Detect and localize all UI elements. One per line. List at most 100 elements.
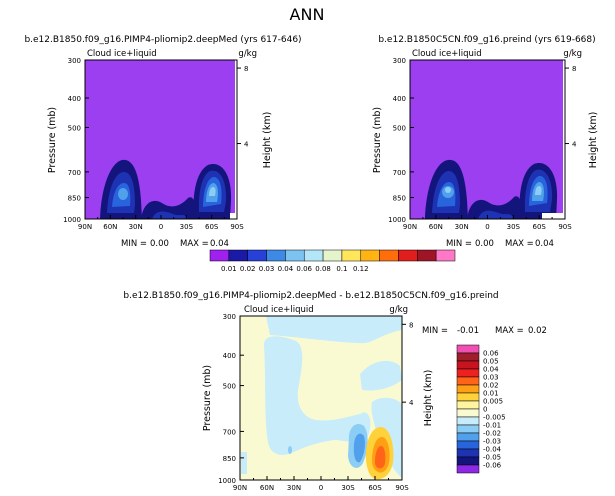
y-axis-left: Pressure (mb) xyxy=(202,365,213,431)
sh-storm-track-cloud xyxy=(519,163,558,219)
colorbar-swatch xyxy=(228,249,248,262)
sh-negative-anomaly xyxy=(288,424,368,468)
x-tick-label: 30S xyxy=(341,484,355,492)
y-axis-left: Pressure (mb) xyxy=(47,107,58,173)
y-tick-label: 700 xyxy=(393,169,406,177)
sh-positive-anomaly xyxy=(365,426,394,480)
colorbar-swatch xyxy=(379,249,399,262)
max-value: 0.04 xyxy=(210,239,229,249)
colorbar-swatch xyxy=(266,249,286,262)
y-tick-label: 300 xyxy=(223,313,236,321)
y2-tick-label: 8 xyxy=(409,321,413,329)
colorbar-label: 0.03 xyxy=(483,374,499,382)
y2-axis-title: Height (km) xyxy=(423,370,434,427)
y2-tick-label: 4 xyxy=(572,141,577,149)
max-label: MAX = xyxy=(505,239,534,249)
nh-low-cloud xyxy=(425,159,468,219)
colorbar-swatch xyxy=(417,249,437,262)
colorbar-label: -0.06 xyxy=(483,462,502,470)
colorbar-label: 0.08 xyxy=(315,265,331,273)
y-tick-label: 400 xyxy=(393,95,406,103)
min-value: 0.00 xyxy=(150,239,169,249)
x-tick-label: 90S xyxy=(395,484,409,492)
x-tick-label: 60S xyxy=(532,223,546,231)
x-tick-label: 60N xyxy=(103,223,117,231)
colorbar-swatch xyxy=(247,249,267,262)
colorbar-swatch xyxy=(456,424,480,434)
colorbar-swatch xyxy=(303,249,324,262)
colorbar-label: 0.04 xyxy=(483,366,499,374)
x-tick-label: 0 xyxy=(319,484,323,492)
colorbar-label: 0.02 xyxy=(240,265,256,273)
colorbar-label: -0.005 xyxy=(483,414,506,422)
colorbar-swatch xyxy=(398,249,418,262)
colorbar-swatch xyxy=(435,249,456,262)
y2-axis-title: Height (km) xyxy=(588,112,599,169)
y-tick-label: 700 xyxy=(68,169,81,177)
colorbar-label: 0.02 xyxy=(483,382,499,390)
colorbar-swatch xyxy=(456,416,480,426)
x-tick-label: 90N xyxy=(233,484,247,492)
panel-difference: b.e12.B1850.f09_g16.PIMP4-pliomip2.deepM… xyxy=(123,291,547,492)
panel-preind: b.e12.B1850C5CN.f09_g16.preind (yrs 619-… xyxy=(372,35,599,249)
colorbar-swatch xyxy=(456,368,480,378)
sh-storm-track-cloud xyxy=(193,164,232,219)
x-tick-label: 60N xyxy=(429,223,443,231)
colorbar-swatch xyxy=(322,249,343,262)
colorbar-label: -0.03 xyxy=(483,438,501,446)
x-tick-label: 30N xyxy=(129,223,143,231)
colorbar-swatch xyxy=(456,448,480,458)
y-tick-label: 850 xyxy=(393,195,406,203)
colorbar-label: 0.01 xyxy=(483,390,499,398)
min-value: -0.01 xyxy=(457,326,479,336)
y-tick-label: 850 xyxy=(68,195,81,203)
colorbar-label: 0.04 xyxy=(278,265,294,273)
y2-axis-title: Height (km) xyxy=(262,112,273,169)
panel-title: b.e12.B1850.f09_g16.PIMP4-pliomip2.deepM… xyxy=(123,291,498,301)
y-tick-label: 1000 xyxy=(218,477,236,485)
colorbar-label: 0.06 xyxy=(483,350,499,358)
min-label: MIN = xyxy=(446,239,472,249)
y-tick-label: 700 xyxy=(223,428,236,436)
y-tick-label: 500 xyxy=(393,124,406,132)
min-label: MIN = xyxy=(121,239,147,249)
y-axis-right: Height (km) xyxy=(588,112,599,169)
y2-tick-label: 8 xyxy=(244,65,248,73)
colorbar-label: 0 xyxy=(483,406,487,414)
colorbar-swatch xyxy=(456,464,480,474)
x-tick-label: 90S xyxy=(558,223,572,231)
colorbar-label: -0.01 xyxy=(483,422,501,430)
below-ground-mask xyxy=(230,60,237,219)
colorbar-swatch xyxy=(456,360,480,370)
nh-low-cloud xyxy=(100,159,142,219)
y-axis-title: Pressure (mb) xyxy=(202,365,213,431)
x-tick-label: 90N xyxy=(403,223,417,231)
colorbar-label: -0.02 xyxy=(483,430,501,438)
colorbar-label: 0.05 xyxy=(483,358,499,366)
colorbar-label: -0.05 xyxy=(483,454,501,462)
y2-tick-label: 4 xyxy=(409,399,414,407)
colorbar-swatch xyxy=(456,408,480,418)
field-label: Cloud ice+liquid xyxy=(244,305,314,315)
x-tick-label: 60S xyxy=(205,223,219,231)
x-tick-label: 30S xyxy=(180,223,194,231)
max-value: 0.04 xyxy=(535,239,554,249)
field-label: Cloud ice+liquid xyxy=(412,49,482,59)
y-axis-title: Pressure (mb) xyxy=(372,107,383,173)
field-label: Cloud ice+liquid xyxy=(87,49,157,59)
panel-title: b.e12.B1850.f09_g16.PIMP4-pliomip2.deepM… xyxy=(24,35,301,45)
x-tick-label: 60N xyxy=(260,484,274,492)
colorbar-swatch xyxy=(209,249,230,262)
units-label: g/kg xyxy=(238,49,257,59)
colorbar-swatch xyxy=(285,249,305,262)
x-tick-label: 60S xyxy=(368,484,382,492)
colorbar-swatch xyxy=(341,249,362,262)
y-tick-label: 500 xyxy=(68,124,81,132)
y-tick-label: 1000 xyxy=(388,216,406,224)
y-tick-label: 400 xyxy=(223,352,236,360)
x-tick-label: 90S xyxy=(230,223,244,231)
units-label: g/kg xyxy=(389,305,408,315)
colorbar-swatch xyxy=(456,352,480,362)
colorbar-label: 0.1 xyxy=(336,265,347,273)
colorbar-label: 0.12 xyxy=(353,265,369,273)
